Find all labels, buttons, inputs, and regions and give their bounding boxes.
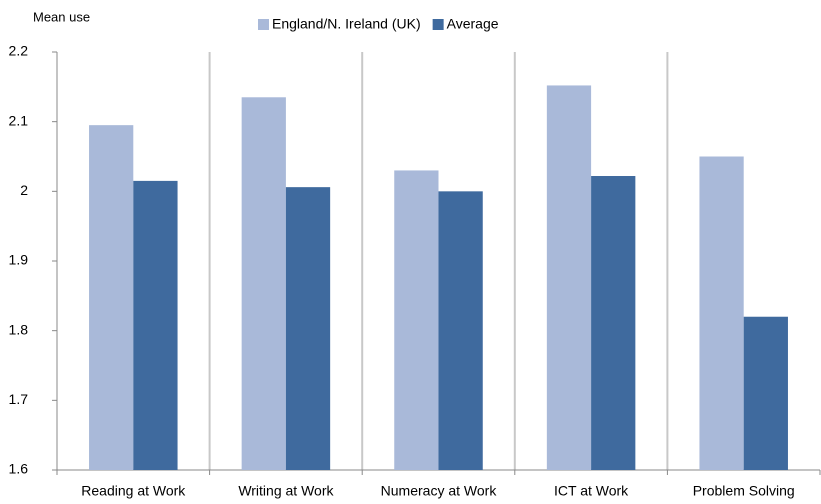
bar bbox=[743, 316, 788, 470]
bar bbox=[285, 187, 331, 471]
bar bbox=[546, 85, 592, 470]
bar bbox=[438, 191, 483, 471]
y-tick-label: 1.9 bbox=[9, 252, 29, 268]
bar bbox=[89, 125, 134, 471]
bar bbox=[394, 170, 439, 470]
y-tick-label: 2.2 bbox=[9, 43, 29, 59]
bar bbox=[133, 180, 178, 470]
y-tick-label: 1.6 bbox=[9, 461, 29, 477]
x-tick-label: Problem Solving bbox=[693, 483, 795, 499]
legend-swatch bbox=[432, 19, 444, 30]
x-tick-label: Reading at Work bbox=[81, 483, 186, 499]
legend-label: England/N. Ireland (UK) bbox=[272, 16, 421, 32]
legend-swatch bbox=[258, 19, 269, 30]
bar bbox=[699, 156, 744, 470]
x-tick-label: ICT at Work bbox=[554, 483, 629, 499]
legend-label: Average bbox=[447, 16, 499, 32]
y-tick-label: 1.8 bbox=[9, 321, 29, 337]
x-tick-label: Writing at Work bbox=[238, 483, 334, 499]
y-axis-label: Mean use bbox=[33, 9, 90, 24]
y-tick-label: 2 bbox=[20, 182, 28, 198]
bar bbox=[241, 97, 286, 471]
y-tick-label: 2.1 bbox=[9, 112, 29, 128]
y-tick-label: 1.7 bbox=[9, 391, 29, 407]
x-tick-label: Numeracy at Work bbox=[381, 483, 498, 499]
bar bbox=[591, 176, 636, 471]
